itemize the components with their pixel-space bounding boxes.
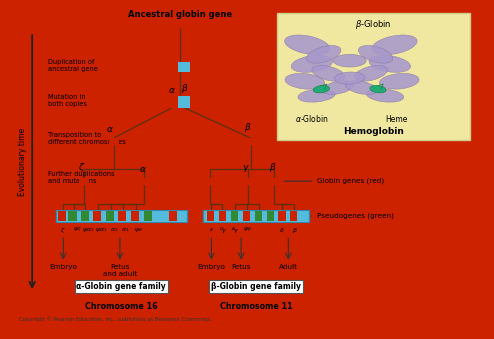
Ellipse shape: [359, 45, 393, 63]
Bar: [279, 211, 286, 221]
Text: β-Globin gene family: β-Globin gene family: [211, 282, 301, 291]
Text: $^A\!\gamma$: $^A\!\gamma$: [231, 226, 239, 236]
Text: Embryo: Embryo: [198, 264, 225, 270]
Bar: [144, 211, 152, 221]
Bar: [178, 96, 190, 108]
Bar: [169, 211, 177, 221]
Bar: [290, 211, 297, 221]
Text: α-Globin gene family: α-Globin gene family: [77, 282, 166, 291]
Bar: [231, 211, 238, 221]
Text: $\alpha$: $\alpha$: [139, 165, 146, 174]
Text: Mutation in
both copies: Mutation in both copies: [48, 94, 86, 107]
Ellipse shape: [307, 45, 341, 63]
Ellipse shape: [369, 55, 411, 72]
Bar: [69, 211, 77, 221]
Bar: [255, 211, 262, 221]
Bar: [178, 62, 190, 72]
Text: $\gamma$: $\gamma$: [243, 163, 250, 174]
Ellipse shape: [313, 85, 329, 93]
Text: Fetus: Fetus: [231, 264, 251, 270]
Bar: [246, 138, 256, 145]
Text: $\psi_\theta$: $\psi_\theta$: [134, 226, 143, 234]
Bar: [243, 178, 253, 185]
Text: Ancestral globin gene: Ancestral globin gene: [128, 11, 232, 19]
Text: $^G\!\gamma$: $^G\!\gamma$: [219, 226, 228, 236]
Text: $\zeta$: $\zeta$: [60, 226, 66, 235]
Text: $\alpha_1$: $\alpha_1$: [122, 226, 130, 234]
Bar: [205, 178, 215, 185]
Text: Globin genes (red): Globin genes (red): [317, 178, 384, 184]
Text: Pseudogenes (green): Pseudogenes (green): [317, 213, 394, 219]
Ellipse shape: [298, 89, 335, 102]
Text: $\beta$: $\beta$: [245, 121, 252, 134]
Text: Duplication of
ancestral gene: Duplication of ancestral gene: [48, 59, 98, 72]
Text: $\alpha$: $\alpha$: [168, 86, 176, 95]
Ellipse shape: [346, 81, 377, 95]
Text: Hemoglobin: Hemoglobin: [343, 127, 404, 136]
Ellipse shape: [367, 89, 404, 102]
Text: $\delta$: $\delta$: [280, 226, 285, 234]
Ellipse shape: [285, 74, 325, 89]
Bar: [93, 211, 101, 221]
Text: Transposition to
different chromosomes: Transposition to different chromosomes: [48, 132, 125, 145]
Bar: [106, 211, 114, 221]
Text: $\epsilon$: $\epsilon$: [209, 226, 214, 233]
Bar: [109, 138, 119, 145]
Ellipse shape: [372, 35, 417, 55]
Bar: [131, 211, 139, 221]
Bar: [267, 211, 274, 221]
Ellipse shape: [354, 65, 387, 81]
Ellipse shape: [333, 54, 366, 67]
Bar: [81, 211, 89, 221]
Ellipse shape: [379, 74, 419, 89]
Ellipse shape: [285, 35, 330, 55]
Bar: [118, 211, 126, 221]
Text: Evolutionary time: Evolutionary time: [18, 128, 27, 196]
Ellipse shape: [322, 81, 354, 95]
Bar: [138, 178, 149, 185]
Ellipse shape: [334, 72, 365, 84]
Bar: [243, 211, 250, 221]
Bar: [165, 62, 177, 72]
Text: Heme: Heme: [386, 115, 408, 124]
Bar: [218, 211, 226, 221]
Bar: [58, 211, 66, 221]
Text: $\zeta$: $\zeta$: [78, 161, 85, 174]
Text: $\beta$: $\beta$: [181, 82, 188, 95]
Text: $\psi_\zeta$: $\psi_\zeta$: [73, 226, 82, 235]
Bar: [206, 211, 214, 221]
Text: Copyright © Pearson Education, Inc., publishing as Benjamin Cummings.: Copyright © Pearson Education, Inc., pub…: [19, 316, 212, 321]
Bar: [277, 13, 470, 140]
Text: $\beta$: $\beta$: [269, 161, 277, 174]
Text: $\beta$-Globin: $\beta$-Globin: [355, 18, 392, 31]
Bar: [175, 21, 185, 28]
Bar: [157, 211, 165, 221]
Bar: [269, 178, 280, 185]
Bar: [165, 96, 177, 108]
Text: $\alpha$: $\alpha$: [106, 125, 114, 134]
Text: Embryo: Embryo: [49, 264, 77, 270]
Ellipse shape: [370, 85, 386, 93]
Bar: [79, 178, 89, 185]
Ellipse shape: [312, 65, 345, 81]
Text: $\psi\alpha_1$: $\psi\alpha_1$: [95, 226, 107, 234]
Text: $\psi\alpha_2$: $\psi\alpha_2$: [82, 226, 95, 234]
Ellipse shape: [291, 55, 332, 72]
Text: Chromosome 16: Chromosome 16: [85, 302, 158, 311]
Text: Further duplications
and mutations: Further duplications and mutations: [48, 172, 114, 184]
Text: $\alpha_2$: $\alpha_2$: [110, 226, 118, 234]
Text: Chromosome 11: Chromosome 11: [220, 302, 292, 311]
Bar: [204, 210, 309, 222]
Text: $\alpha$-Globin: $\alpha$-Globin: [295, 113, 329, 124]
Text: $\beta$: $\beta$: [291, 226, 297, 235]
Text: $\psi_\beta$: $\psi_\beta$: [243, 226, 251, 235]
Bar: [300, 211, 307, 221]
Bar: [56, 210, 187, 222]
Text: Adult: Adult: [279, 264, 298, 270]
Text: Fetus
and adult: Fetus and adult: [103, 264, 137, 277]
